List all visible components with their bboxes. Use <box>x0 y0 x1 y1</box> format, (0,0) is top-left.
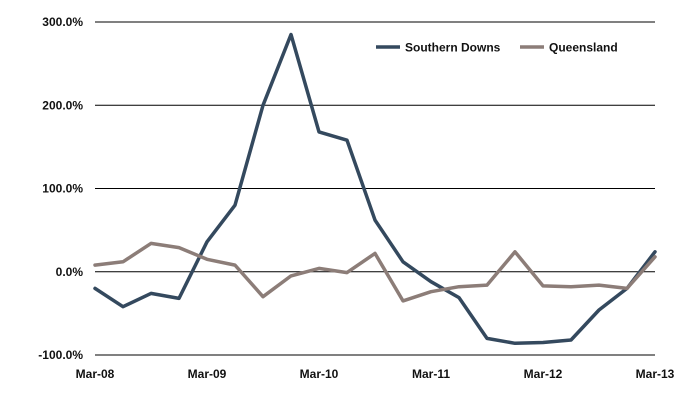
y-tick-label: 300.0% <box>42 15 83 29</box>
y-tick-label: 200.0% <box>42 98 83 112</box>
x-tick-label: Mar-09 <box>188 367 227 381</box>
gridlines <box>95 21 655 356</box>
y-tick-label: 0.0% <box>56 265 84 279</box>
series-line-southern-downs <box>93 32 657 346</box>
x-tick-label: Mar-12 <box>524 367 563 381</box>
series-lines <box>93 32 657 346</box>
series-line-queensland <box>93 241 657 303</box>
x-tick-label: Mar-11 <box>412 367 450 381</box>
legend-label-southern-downs: Southern Downs <box>405 41 501 55</box>
legend-label-queensland: Queensland <box>549 41 618 55</box>
legend: Southern Downs Queensland <box>376 41 618 55</box>
y-tick-label: -100.0% <box>38 348 83 362</box>
x-tick-label: Mar-10 <box>300 367 339 381</box>
x-axis-tick-labels: Mar-08 Mar-09 Mar-10 Mar-11 Mar-12 Mar-13 <box>76 367 675 381</box>
y-tick-label: 100.0% <box>42 182 83 196</box>
x-tick-label: Mar-13 <box>636 367 675 381</box>
x-tick-label: Mar-08 <box>76 367 115 381</box>
y-axis-tick-labels: 300.0% 200.0% 100.0% 0.0% -100.0% <box>38 15 83 362</box>
